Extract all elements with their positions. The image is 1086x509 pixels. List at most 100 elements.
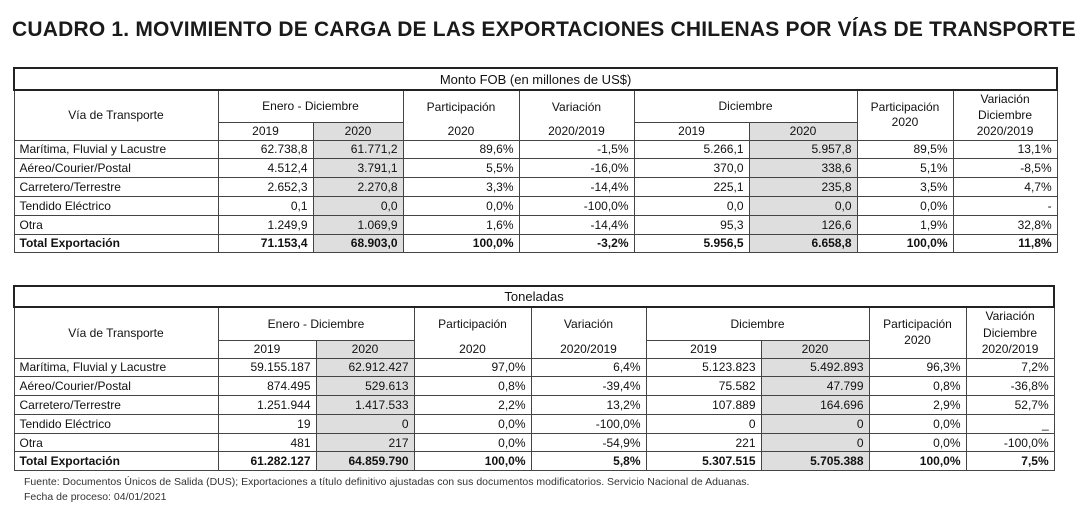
cell-enero-2019: 62.738,8 (217, 139, 314, 160)
cell-enero-2020: 61.771,2 (312, 139, 404, 160)
cell-via-label: Marítima, Fluvial y Lacustre (13, 139, 219, 160)
cell-via-label: Tendido Eléctrico (13, 413, 219, 434)
cell-variacion: -100,0% (530, 413, 647, 434)
cell-participacion-dic: 96,3% (868, 357, 967, 378)
header-variacion-dic: Variación Diciembre 2020/2019 (952, 89, 1058, 141)
header-diciembre: Diciembre (633, 89, 858, 123)
cell-via-label: Tendido Eléctrico (13, 195, 219, 216)
cell-enero-2019: 19 (217, 413, 317, 434)
cell-enero-2020: 529.613 (315, 376, 415, 397)
cell-enero-2020: 68.903,0 (312, 233, 404, 254)
cell-variacion: -100,0% (518, 195, 635, 216)
cell-participacion: 1,6% (402, 214, 520, 235)
cell-dic-2019: 225,1 (633, 177, 750, 197)
cell-enero-2020: 3.791,1 (312, 158, 404, 179)
cell-participacion: 2,2% (413, 395, 532, 415)
header-participacion-dic: Participación 2020 (856, 89, 954, 141)
table-band-title: Toneladas (12, 285, 1056, 308)
report-title: CUADRO 1. MOVIMIENTO DE CARGA DE LAS EXP… (12, 18, 1076, 41)
fob-table: Monto FOB (en millones de US$) Vía de Tr… (12, 67, 1059, 254)
cell-variacion-dic: -100,0% (965, 432, 1055, 453)
cell-participacion-dic: 100,0% (856, 233, 954, 254)
cell-via-label: Otra (13, 214, 219, 235)
cell-dic-2019: 5.956,5 (633, 233, 750, 254)
cell-dic-2020: 0 (760, 432, 870, 453)
cell-dic-2020: 338,6 (748, 158, 858, 179)
cell-enero-2020: 217 (315, 432, 415, 453)
cell-participacion-dic: 89,5% (856, 139, 954, 160)
cell-dic-2020: 0 (760, 413, 870, 434)
header-participacion: Participación (413, 306, 532, 340)
cell-dic-2020: 164.696 (760, 395, 870, 415)
cell-variacion: -14,4% (518, 177, 635, 197)
header-participacion-year: 2020 (402, 122, 520, 141)
row-otra: Otra 481 217 0,0% -54,9% 221 0 0,0% -100,0% (13, 432, 1055, 453)
cell-dic-2020: 5.492.893 (760, 357, 870, 378)
cell-participacion-dic: 3,5% (856, 177, 954, 197)
cell-via-label: Aéreo/Courier/Postal (13, 376, 219, 397)
header-dic-2019: 2019 (633, 121, 750, 141)
cell-enero-2019: 874.495 (217, 376, 317, 397)
row-aereo: Aéreo/Courier/Postal 4.512,4 3.791,1 5,5% -1… (13, 158, 1058, 179)
cell-dic-2019: 5.307.515 (645, 451, 762, 472)
cell-participacion: 0,0% (413, 432, 532, 453)
cell-participacion: 0,8% (413, 376, 532, 397)
cell-enero-2020: 64.859.790 (315, 451, 415, 472)
row-otra: Otra 1.249,9 1.069,9 1,6% -14,4% 95,3 126,6 1,9… (13, 214, 1058, 235)
cell-via-label: Marítima, Fluvial y Lacustre (13, 357, 219, 378)
cell-via-label: Total Exportación (13, 233, 219, 254)
cell-dic-2019: 95,3 (633, 214, 750, 235)
cell-variacion-dic: _ (965, 413, 1055, 434)
header-participacion-year: 2020 (413, 340, 532, 359)
cell-via-label: Otra (13, 432, 219, 453)
header-variacion-dic: Variación Diciembre 2020/2019 (965, 306, 1055, 359)
cell-dic-2019: 0 (645, 413, 762, 434)
cell-enero-2019: 481 (217, 432, 317, 453)
cell-variacion-dic: -36,8% (965, 376, 1055, 397)
cell-dic-2019: 5.266,1 (633, 139, 750, 160)
cell-enero-2019: 59.155.187 (217, 357, 317, 378)
cell-dic-2019: 370,0 (633, 158, 750, 179)
cell-enero-2020: 2.270,8 (312, 177, 404, 197)
header-variacion-years: 2020/2019 (518, 122, 635, 141)
cell-enero-2019: 1.251.944 (217, 395, 317, 415)
row-maritima: Marítima, Fluvial y Lacustre 59.155.187 62… (13, 357, 1055, 378)
cell-participacion: 89,6% (402, 139, 520, 160)
header-year-2019: 2019 (217, 121, 314, 141)
cell-variacion: 6,4% (530, 357, 647, 378)
cell-enero-2020: 1.069,9 (312, 214, 404, 235)
cell-enero-2019: 0,1 (217, 195, 314, 216)
cell-enero-2019: 2.652,3 (217, 177, 314, 197)
cell-variacion-dic: 7,2% (965, 357, 1055, 378)
header-dic-2020: 2020 (760, 339, 870, 359)
cell-enero-2019: 71.153,4 (217, 233, 314, 254)
footer-source: Fuente: Documentos Únicos de Salida (DUS… (24, 476, 750, 488)
cell-variacion: -3,2% (518, 233, 635, 254)
footer-date: Fecha de proceso: 04/01/2021 (24, 491, 167, 503)
row-aereo: Aéreo/Courier/Postal 874.495 529.613 0,8% -3… (13, 376, 1055, 397)
header-enero-diciembre: Enero - Diciembre (217, 89, 404, 123)
header-variacion-years: 2020/2019 (530, 340, 647, 359)
cell-variacion: -1,5% (518, 139, 635, 160)
cell-variacion: -54,9% (530, 432, 647, 453)
cell-dic-2020: 6.658,8 (748, 233, 858, 254)
cell-enero-2020: 0,0 (312, 195, 404, 216)
header-year-2020: 2020 (315, 339, 415, 359)
cell-dic-2019: 5.123.823 (645, 357, 762, 378)
row-tendido: Tendido Eléctrico 0,1 0,0 0,0% -100,0% 0,0 0,0… (13, 195, 1058, 216)
header-enero-diciembre: Enero - Diciembre (217, 306, 415, 341)
header-participacion-dic: Participación 2020 (868, 306, 967, 359)
header-year-2020: 2020 (312, 121, 404, 141)
cell-variacion-dic: 32,8% (952, 214, 1058, 235)
cell-participacion-dic: 0,0% (868, 432, 967, 453)
header-year-2019: 2019 (217, 339, 317, 359)
header-diciembre: Diciembre (645, 306, 870, 341)
cell-variacion: 13,2% (530, 395, 647, 415)
cell-dic-2020: 47.799 (760, 376, 870, 397)
cell-participacion-dic: 1,9% (856, 214, 954, 235)
cell-enero-2020: 1.417.533 (315, 395, 415, 415)
cell-participacion: 97,0% (413, 357, 532, 378)
cell-participacion-dic: 0,8% (868, 376, 967, 397)
row-tendido: Tendido Eléctrico 19 0 0,0% -100,0% 0 0 0,0% _ (13, 413, 1055, 434)
toneladas-table: Toneladas Vía de Transporte Enero - Dici… (12, 285, 1056, 472)
